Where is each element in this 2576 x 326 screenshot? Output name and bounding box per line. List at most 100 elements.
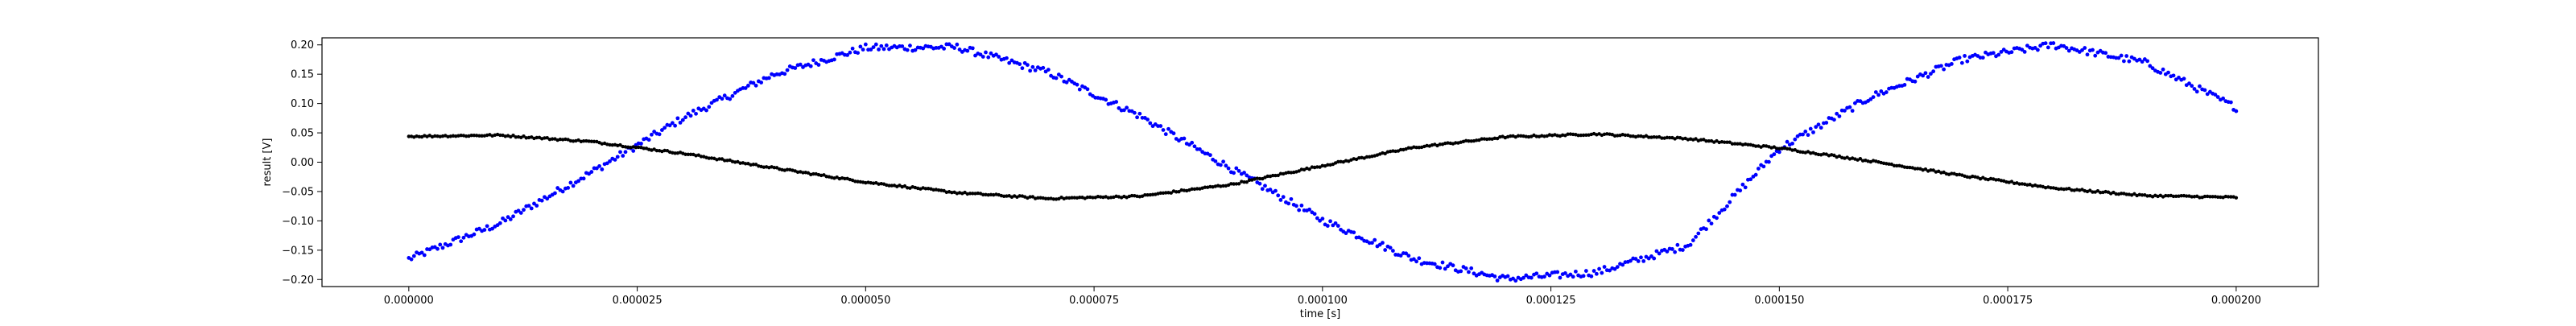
data-point	[1190, 187, 1194, 192]
data-point	[683, 115, 687, 120]
data-point	[1959, 60, 1964, 65]
series-1-points	[407, 131, 2239, 201]
data-point	[1566, 132, 1570, 136]
data-point	[824, 175, 828, 179]
data-point	[1245, 173, 1249, 178]
data-point	[2085, 52, 2090, 57]
data-point	[743, 86, 748, 90]
data-point	[1665, 135, 1670, 140]
data-point	[1876, 93, 1880, 97]
data-point	[584, 138, 588, 143]
data-point	[1887, 162, 1891, 167]
data-point	[1132, 110, 1137, 115]
data-point	[905, 47, 910, 52]
data-point	[498, 133, 502, 138]
data-point	[2127, 59, 2132, 64]
data-point	[1203, 185, 1208, 189]
data-point	[2226, 195, 2231, 199]
data-point	[2020, 47, 2025, 52]
data-point	[1051, 197, 1056, 201]
data-point	[621, 144, 625, 149]
data-point	[1806, 133, 1810, 138]
data-point	[728, 97, 733, 101]
data-point	[1673, 137, 1677, 141]
data-point	[1963, 54, 1967, 58]
data-point	[553, 191, 557, 196]
data-point	[1360, 236, 1364, 241]
data-point	[501, 216, 505, 221]
data-point	[1509, 134, 1513, 138]
data-point	[613, 158, 617, 162]
data-point	[921, 46, 926, 51]
data-point	[459, 239, 464, 244]
data-point	[843, 176, 847, 181]
data-point	[1884, 90, 1889, 94]
data-point	[1709, 221, 1714, 226]
data-point	[864, 180, 868, 185]
data-point	[1847, 105, 1852, 109]
data-point	[1612, 266, 1617, 271]
data-point	[2190, 84, 2194, 89]
data-point	[524, 136, 528, 140]
data-point	[1213, 159, 1218, 163]
data-point	[2004, 180, 2008, 184]
data-point	[694, 111, 698, 116]
data-point	[1299, 203, 1304, 208]
data-point	[1412, 145, 1416, 149]
data-point	[631, 149, 636, 153]
data-point	[1644, 134, 1649, 138]
data-point	[1673, 250, 1678, 254]
data-point	[2033, 46, 2037, 50]
data-point	[1555, 270, 1560, 274]
data-point	[1780, 146, 1784, 151]
data-point	[936, 188, 941, 192]
data-point	[2213, 195, 2218, 199]
data-marks	[407, 41, 2239, 283]
data-point	[652, 147, 656, 151]
data-point	[2116, 56, 2121, 60]
data-point	[1383, 151, 1387, 156]
data-point	[2166, 70, 2170, 75]
data-point	[1949, 62, 1954, 66]
data-point	[1498, 134, 1502, 139]
data-point	[639, 141, 643, 146]
data-point	[1652, 134, 1656, 139]
data-point	[1620, 262, 1625, 267]
data-point	[1858, 157, 1863, 161]
data-point	[782, 72, 787, 76]
data-point	[1030, 195, 1035, 199]
data-point	[615, 155, 620, 159]
data-point	[1505, 274, 1510, 279]
data-point	[2088, 188, 2092, 192]
data-point	[730, 93, 735, 98]
data-point	[733, 90, 737, 95]
data-point	[1612, 134, 1617, 138]
data-point	[1383, 248, 1388, 252]
data-point	[1649, 254, 1653, 258]
data-point	[751, 163, 756, 167]
x-tick-label: 0.000200	[2211, 295, 2261, 307]
data-point	[1790, 141, 1794, 146]
data-point	[560, 138, 565, 142]
x-tick-label: 0.000175	[1983, 295, 2033, 307]
data-point	[971, 192, 975, 196]
data-point	[738, 161, 742, 165]
data-point	[1247, 178, 1252, 182]
data-point	[2025, 43, 2029, 48]
data-point	[464, 134, 469, 138]
data-point	[1753, 144, 1758, 148]
data-point	[997, 55, 1001, 59]
data-point	[1289, 171, 1294, 175]
data-point	[576, 138, 580, 142]
data-point	[884, 43, 889, 47]
data-point	[1732, 192, 1737, 197]
data-point	[1547, 273, 1552, 278]
data-point	[873, 42, 878, 47]
data-point	[526, 135, 531, 140]
data-point	[709, 101, 714, 105]
data-point	[1774, 146, 1779, 151]
data-point	[1002, 194, 1006, 199]
data-point	[1680, 248, 1685, 252]
data-point	[555, 186, 560, 190]
